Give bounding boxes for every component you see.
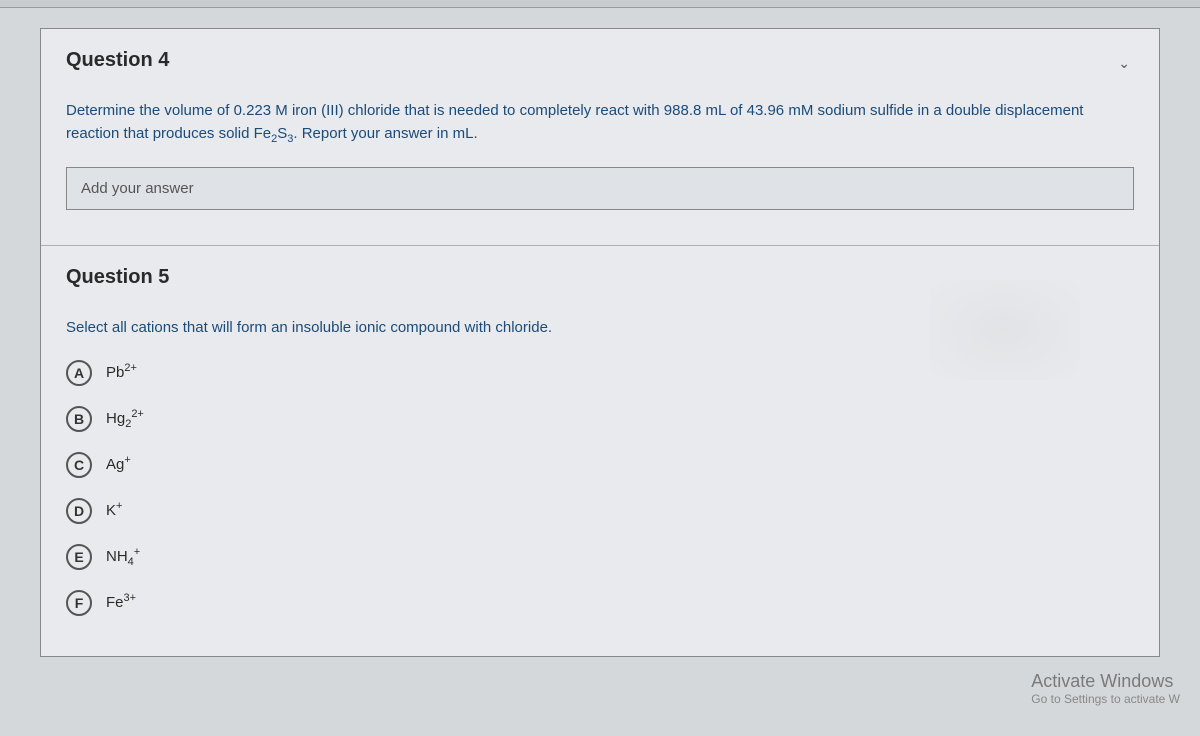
options-list: A Pb2+ B Hg22+ C Ag+ D K+	[66, 360, 1134, 616]
option-text-f: Fe3+	[106, 592, 136, 614]
option-text-c: Ag+	[106, 454, 131, 476]
question-4-text: Determine the volume of 0.223 M iron (II…	[66, 100, 1134, 147]
top-border	[0, 0, 1200, 8]
opt-f-sup: 3+	[124, 592, 137, 604]
opt-d-sup: +	[116, 500, 122, 512]
q4-text-part3: . Report your answer in mL.	[293, 125, 477, 142]
option-letter-f: F	[66, 590, 92, 616]
answer-input-q4[interactable]	[66, 167, 1134, 210]
option-text-a: Pb2+	[106, 362, 137, 384]
option-text-d: K+	[106, 500, 122, 522]
option-b[interactable]: B Hg22+	[66, 406, 1134, 432]
watermark-title: Activate Windows	[1031, 671, 1180, 692]
option-d[interactable]: D K+	[66, 498, 1134, 524]
option-c[interactable]: C Ag+	[66, 452, 1134, 478]
opt-e-base: NH	[106, 548, 128, 565]
opt-c-sup: +	[124, 454, 130, 466]
option-letter-b: B	[66, 406, 92, 432]
windows-watermark: Activate Windows Go to Settings to activ…	[1031, 671, 1180, 706]
opt-a-base: Pb	[106, 364, 124, 381]
option-letter-a: A	[66, 360, 92, 386]
q4-text-part2: S	[277, 125, 287, 142]
opt-e-sup: +	[134, 546, 140, 558]
opt-c-base: Ag	[106, 456, 124, 473]
screen-smudge	[930, 280, 1080, 380]
opt-a-sup: 2+	[124, 362, 137, 374]
opt-b-sup: 2+	[131, 408, 144, 420]
option-f[interactable]: F Fe3+	[66, 590, 1134, 616]
option-letter-c: C	[66, 452, 92, 478]
collapse-icon[interactable]: ⌄	[1118, 55, 1130, 72]
opt-f-base: Fe	[106, 594, 124, 611]
option-text-e: NH4+	[106, 546, 140, 568]
option-e[interactable]: E NH4+	[66, 544, 1134, 570]
option-letter-d: D	[66, 498, 92, 524]
opt-b-base: Hg	[106, 410, 125, 427]
opt-d-base: K	[106, 502, 116, 519]
watermark-subtitle: Go to Settings to activate W	[1031, 692, 1180, 706]
option-letter-e: E	[66, 544, 92, 570]
question-4-title: Question 4	[66, 49, 1134, 72]
question-4-block: ⌄ Question 4 Determine the volume of 0.2…	[41, 29, 1159, 245]
q4-text-part1: Determine the volume of 0.223 M iron (II…	[66, 102, 1083, 142]
option-text-b: Hg22+	[106, 408, 144, 430]
